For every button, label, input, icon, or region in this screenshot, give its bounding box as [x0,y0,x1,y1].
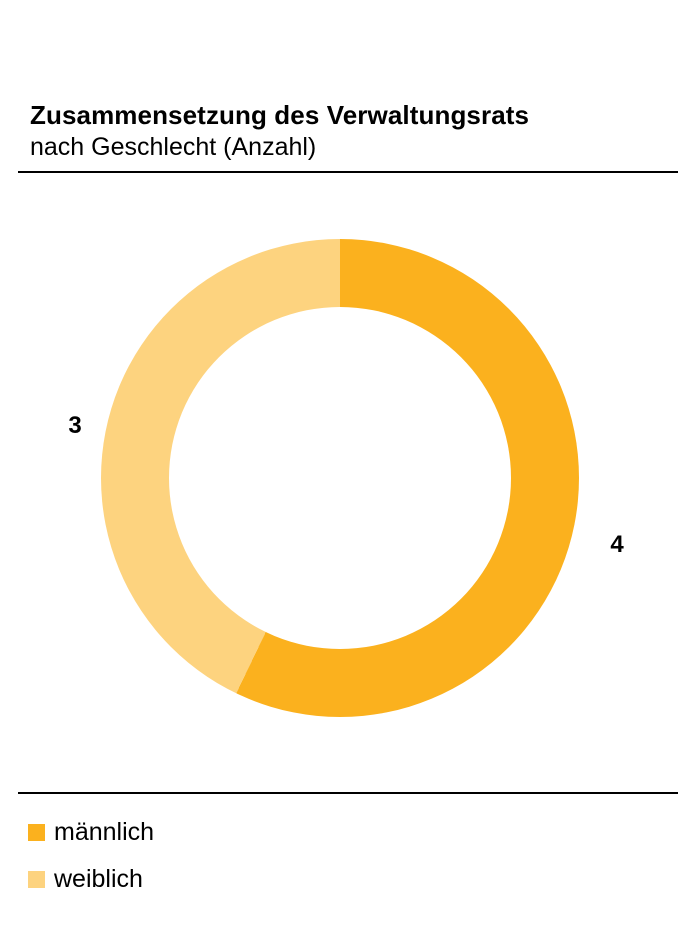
chart-title: Zusammensetzung des Verwaltungsrats [30,100,530,130]
legend-divider-rule [18,792,678,794]
legend-item-weiblich: weiblich [28,865,154,893]
chart-legend: männlich weiblich [28,820,154,914]
legend-label: männlich [54,818,155,846]
legend-swatch [28,870,45,888]
header-divider-rule [18,171,678,173]
legend-item-maennlich: männlich [28,818,155,846]
chart-subtitle: nach Geschlecht (Anzahl) [30,133,317,161]
donut-chart [101,239,579,717]
donut-hole [169,307,511,649]
slice-value-label-weiblich: 3 [68,412,82,439]
slice-value-label-maennlich: 4 [610,531,624,558]
legend-swatch [28,823,45,841]
legend-label: weiblich [54,865,143,893]
